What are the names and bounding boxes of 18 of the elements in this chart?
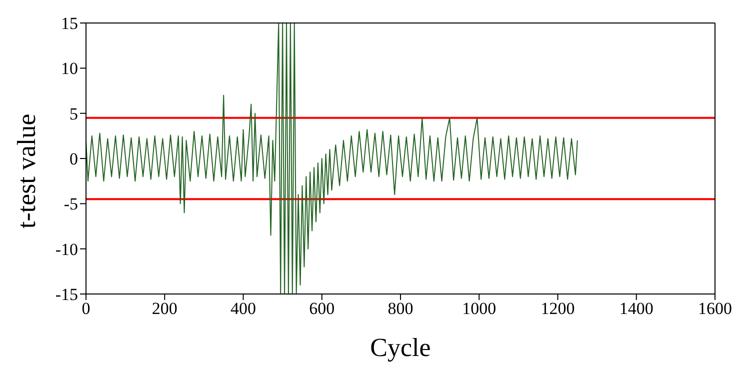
y-tick-label: 10 — [61, 59, 78, 78]
y-tick-label: -15 — [55, 285, 78, 304]
x-tick-label: 0 — [82, 299, 90, 318]
y-tick-label: -5 — [64, 194, 78, 214]
x-tick-label: 600 — [309, 299, 335, 318]
x-tick-label: 1400 — [619, 299, 654, 318]
x-tick-label: 1000 — [462, 299, 496, 318]
y-axis-title: t-test value — [12, 114, 42, 228]
x-tick-label: 800 — [388, 299, 414, 318]
y-tick-label: 15 — [61, 14, 78, 34]
x-tick-label: 400 — [230, 299, 256, 318]
y-tick-label: 5 — [70, 104, 78, 124]
x-tick-label: 1600 — [698, 299, 732, 318]
x-tick-label: 1200 — [540, 299, 575, 318]
x-axis-title: Cycle — [370, 333, 431, 362]
x-tick-label: 200 — [152, 299, 178, 318]
y-tick-label: 0 — [70, 150, 78, 169]
y-tick-label: -10 — [55, 240, 78, 259]
